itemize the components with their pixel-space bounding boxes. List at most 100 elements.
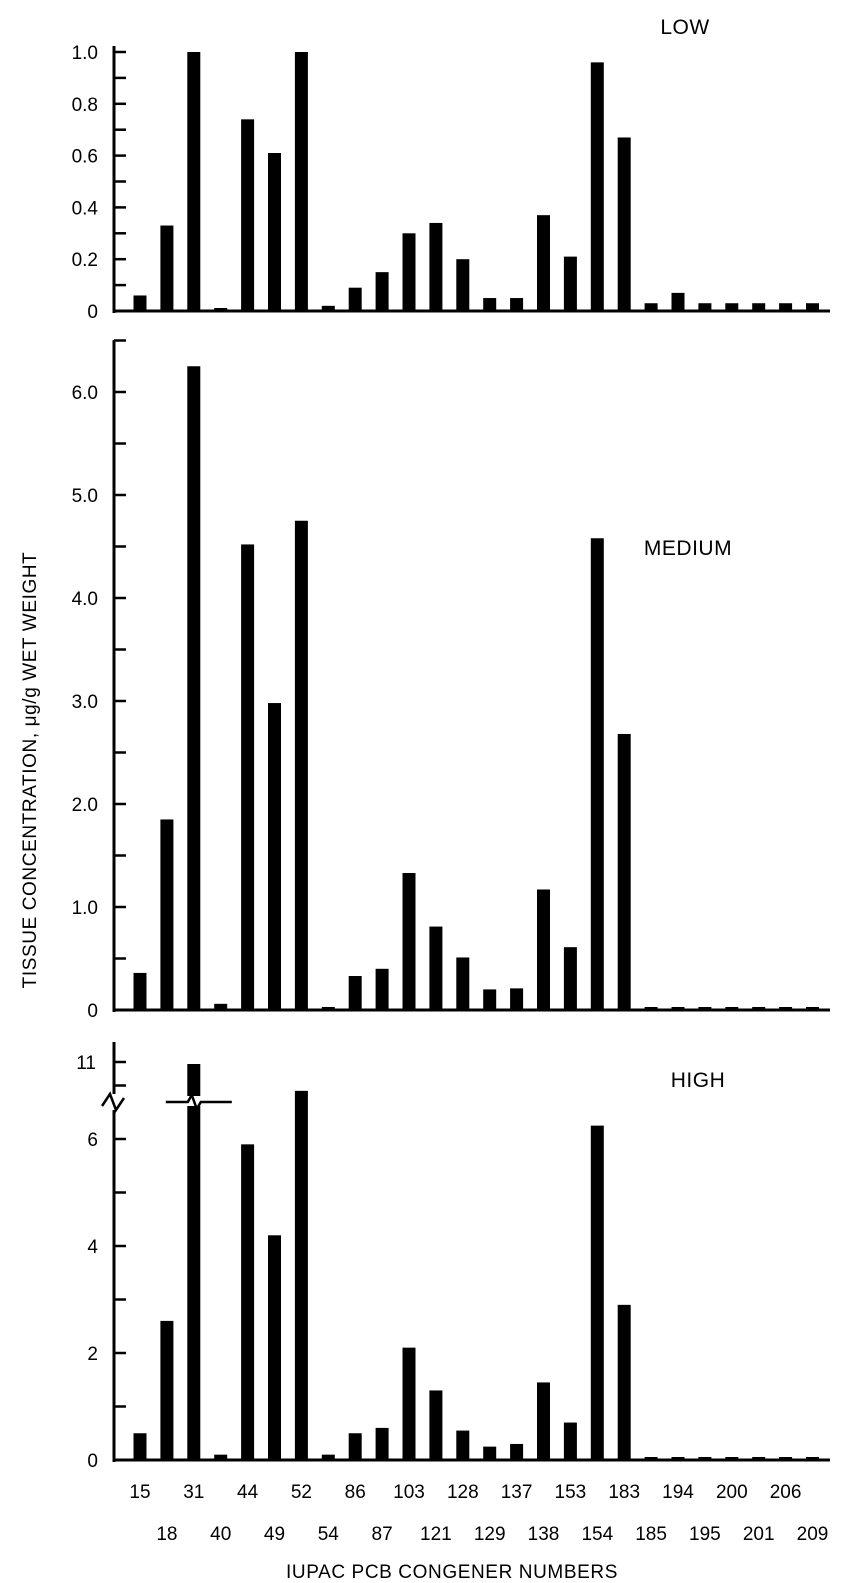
bar-103 (402, 873, 416, 1010)
bar-49 (268, 703, 281, 1010)
bar-15 (133, 1433, 147, 1460)
bar-209 (806, 1007, 819, 1010)
x-tick-label: 154 (581, 1524, 613, 1545)
y-tick-label: 0.2 (72, 250, 98, 271)
x-tick-label: 121 (420, 1524, 452, 1545)
bar-128 (456, 259, 470, 311)
bar-154 (590, 1125, 604, 1460)
bar-86 (348, 287, 362, 311)
bar-128 (456, 957, 470, 1010)
bar-206 (779, 1007, 793, 1010)
panel-label-medium: MEDIUM (644, 537, 732, 560)
bar-18 (160, 225, 174, 311)
panel-low: 0 0.2 0.4 0.6 0.8 1.0 LOW (72, 16, 830, 323)
bar-31 (187, 1064, 201, 1460)
bar-break-mark (165, 1092, 232, 1112)
x-tick-label: 138 (528, 1524, 560, 1545)
x-tick-label: 31 (183, 1482, 204, 1503)
bar-137 (510, 1443, 524, 1460)
x-tick-label: 185 (635, 1524, 667, 1545)
bar-15 (133, 295, 147, 311)
bar-185 (644, 1457, 658, 1460)
y-axis-title: TISSUE CONCENTRATION, μg/g WET WEIGHT (20, 552, 41, 989)
bar-54 (321, 1007, 335, 1010)
bar-18 (160, 819, 174, 1010)
bar-54 (321, 1454, 335, 1460)
bar-200 (725, 303, 739, 311)
bar-195 (698, 1457, 712, 1460)
bar-209 (806, 1457, 819, 1460)
bar-15 (133, 972, 147, 1010)
bar-44 (241, 544, 255, 1010)
bar-153 (563, 947, 577, 1010)
y-tick-label: 0 (87, 302, 98, 323)
y-tick-label: 0 (87, 1451, 98, 1472)
x-axis-title: IUPAC PCB CONGENER NUMBERS (286, 1562, 618, 1583)
bar-206 (779, 303, 793, 311)
bar-200 (725, 1457, 739, 1460)
bar-129 (483, 298, 497, 311)
y-tick-label: 6 (87, 1130, 98, 1151)
bar-153 (563, 256, 577, 311)
y-tick-label: 2.0 (72, 795, 98, 816)
panel-medium: 0 1.0 2.0 3.0 4.0 5.0 6.0 MEDIUM (72, 339, 830, 1022)
bar-103 (402, 1347, 416, 1460)
x-tick-label: 194 (662, 1482, 694, 1503)
bar-201 (752, 303, 766, 311)
bar-129 (483, 989, 497, 1010)
bar-201 (752, 1007, 766, 1010)
y-tick-label: 1.0 (72, 898, 98, 919)
bar-121 (429, 926, 443, 1010)
bar-138 (537, 215, 550, 311)
y-tick-label: 1.0 (72, 43, 98, 64)
bar-128 (456, 1430, 470, 1460)
bar-194 (671, 1457, 685, 1460)
bar-195 (698, 1007, 712, 1010)
bar-31 (187, 52, 201, 311)
y-tick-label: 0.6 (72, 147, 98, 168)
y-tick-label: 4.0 (72, 589, 98, 610)
y-tick-label: 0.4 (72, 198, 99, 219)
bar-52 (294, 520, 308, 1010)
y-tick-label: 3.0 (72, 692, 98, 713)
x-tick-label: 18 (156, 1524, 177, 1545)
x-tick-label: 54 (318, 1524, 340, 1545)
bar-40 (214, 1003, 228, 1010)
bar-183 (617, 137, 631, 311)
bar-137 (510, 298, 524, 311)
bar-138 (537, 889, 550, 1010)
bar-40 (214, 1454, 228, 1460)
panel-high: 0 2 4 6 11 HIGH (76, 1042, 830, 1472)
bar-103 (402, 233, 416, 311)
bar-44 (241, 1144, 255, 1460)
bar-52 (294, 52, 308, 311)
bar-87 (375, 272, 389, 311)
bar-40 (214, 308, 228, 311)
bar-194 (671, 1007, 685, 1010)
bar-154 (590, 62, 604, 311)
bar-44 (241, 119, 255, 311)
x-tick-label: 87 (372, 1524, 393, 1545)
bar-194 (671, 292, 685, 311)
x-tick-label: 201 (743, 1524, 775, 1545)
x-tick-label: 40 (210, 1524, 231, 1545)
bar-209 (806, 303, 819, 311)
bar-87 (375, 968, 389, 1010)
x-tick-label: 209 (797, 1524, 829, 1545)
bar-49 (268, 153, 281, 311)
x-tick-label: 129 (474, 1524, 506, 1545)
panel-label-low: LOW (660, 16, 709, 39)
bar-206 (779, 1457, 793, 1460)
x-tick-label: 128 (447, 1482, 479, 1503)
bar-154 (590, 538, 604, 1010)
x-tick-label: 153 (555, 1482, 587, 1503)
bar-200 (725, 1007, 739, 1010)
bar-86 (348, 976, 362, 1010)
x-tick-label: 137 (501, 1482, 533, 1503)
bar-201 (752, 1457, 766, 1460)
axis-break-mark (100, 1091, 126, 1113)
y-tick-label: 0 (87, 1001, 98, 1022)
x-tick-label: 44 (237, 1482, 259, 1503)
x-tick-label: 195 (689, 1524, 721, 1545)
